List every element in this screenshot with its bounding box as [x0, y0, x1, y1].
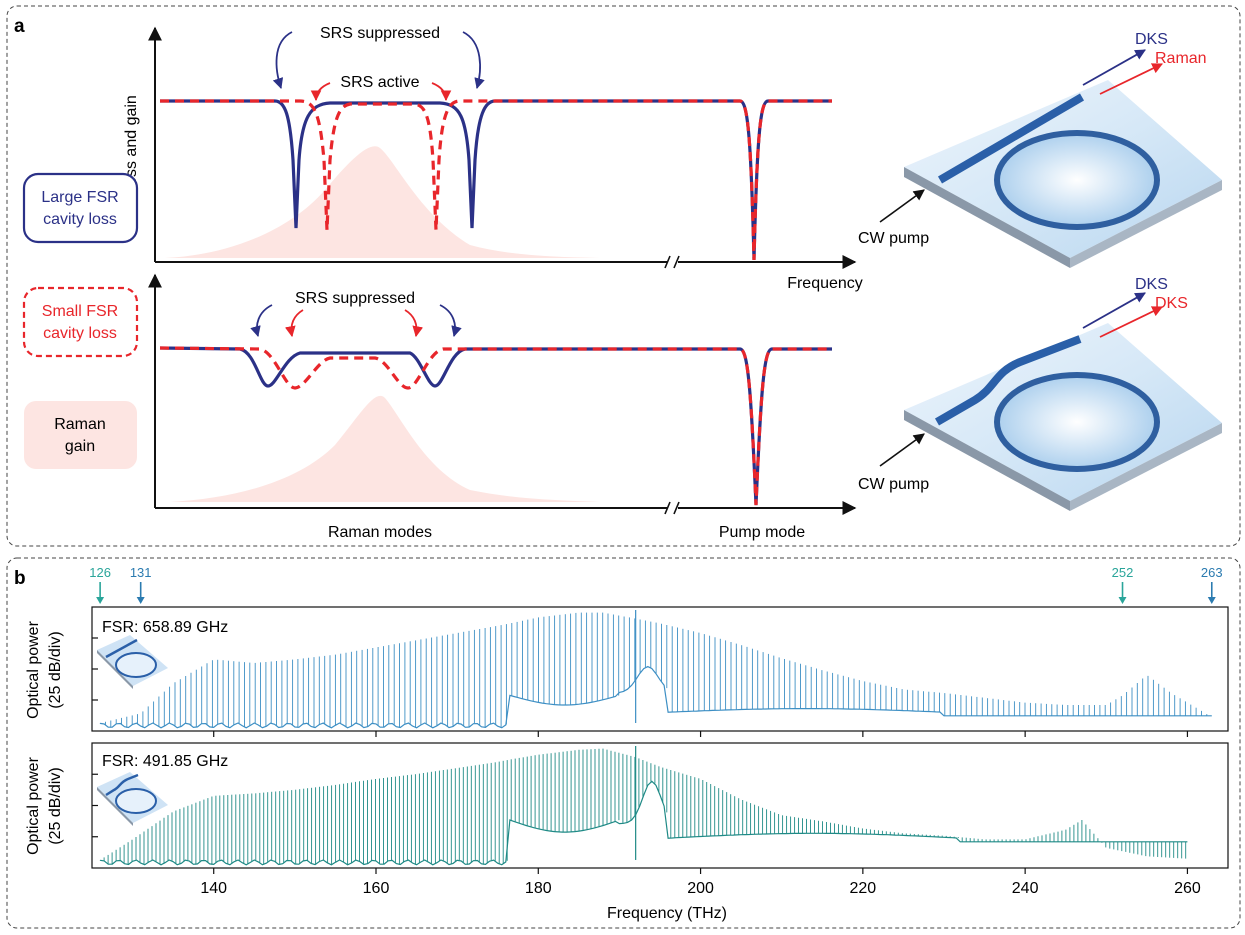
tick-label-140: 140 [200, 880, 227, 897]
top-output-dks-label: DKS [1135, 31, 1168, 48]
top-arrow-active-right [431, 82, 452, 102]
svg-text:(25 dB/div): (25 dB/div) [47, 767, 64, 844]
top-output-raman-label: Raman [1155, 50, 1207, 67]
raman-gain-top [165, 146, 600, 258]
bottom-small-fsr-curve [159, 346, 832, 506]
top-straight-waveguide [937, 93, 1085, 184]
raman-gain-bottom [170, 395, 600, 502]
bottom-ring-resonator [994, 372, 1160, 472]
bottom-axis-break [664, 501, 680, 515]
top-arrow-suppressed-right [462, 31, 485, 90]
spectrum-x-ticks: 140 160 180 200 220 240 260 [92, 637, 1201, 897]
top-ring-resonator [994, 130, 1160, 230]
spectrum-bottom-ylabel: Optical power (25 dB/div) [25, 756, 64, 854]
legend-small-fsr-line2: cavity loss [43, 325, 117, 342]
bottom-arrow-inner-left [284, 309, 304, 338]
bottom-arrow-inner-right [404, 309, 424, 338]
top-x-label: Frequency [787, 275, 863, 292]
legend-raman-box [24, 401, 137, 469]
legend-raman-line2: gain [65, 438, 95, 455]
spectrum-x-axis-label: Frequency (THz) [607, 905, 727, 922]
svg-text:(25 dB/div): (25 dB/div) [47, 631, 64, 708]
bottom-inset-device [97, 772, 168, 826]
bottom-output-dks-blue-label: DKS [1135, 276, 1168, 293]
spectrum-top-frame [91, 606, 1229, 732]
top-fsr-label: FSR: 658.89 GHz [102, 619, 228, 636]
tick-label-260: 260 [1174, 880, 1201, 897]
top-arrow-suppressed-left [272, 31, 293, 90]
tick-label-160: 160 [363, 880, 390, 897]
spectrum-top-series [99, 610, 1212, 729]
marker-head-126 [96, 597, 105, 604]
bottom-x-right-label: Pump mode [719, 524, 805, 541]
marker-label-131: 131 [130, 565, 152, 580]
legend-large-fsr-line1: Large FSR [41, 189, 118, 206]
tick-label-240: 240 [1012, 880, 1039, 897]
legend-large-fsr-line2: cavity loss [43, 211, 117, 228]
bottom-fsr-label: FSR: 491.85 GHz [102, 753, 228, 770]
spectrum-bottom-frame [91, 742, 1229, 869]
bottom-srs-suppressed: SRS suppressed [295, 290, 415, 307]
top-small-fsr-curve [160, 99, 832, 261]
marker-head-263 [1207, 597, 1216, 604]
spec-bot-floor [100, 780, 1188, 866]
top-srs-active: SRS active [340, 74, 419, 91]
legend-small-fsr-box [22, 286, 139, 358]
panel-b-label: b [14, 568, 26, 589]
panel-a-label: a [14, 16, 25, 37]
svg-text:Optical power: Optical power [25, 620, 42, 718]
bottom-arrow-outer-left [250, 304, 273, 338]
spec-top-floor [100, 665, 1212, 729]
bottom-large-fsr-curve [159, 346, 832, 506]
panel-b-frame [6, 557, 1241, 929]
bottom-arrow-outer-right [439, 304, 462, 338]
marker-label-126: 126 [89, 565, 111, 580]
y-axis-label: Loss and gain [123, 95, 140, 195]
top-srs-suppressed: SRS suppressed [320, 25, 440, 42]
marker-head-252 [1118, 597, 1127, 604]
bottom-output-dks-red-label: DKS [1155, 295, 1188, 312]
legend-raman-line1: Raman [54, 416, 106, 433]
legend-small-fsr-line1: Small FSR [42, 303, 118, 320]
top-arrow-active-left [310, 82, 331, 102]
bottom-curved-waveguide [934, 335, 1082, 426]
top-axis-break [664, 255, 680, 269]
marker-label-252: 252 [1112, 565, 1134, 580]
marker-label-263: 263 [1201, 565, 1223, 580]
top-inset-device [97, 635, 168, 689]
mode-markers: 126 131 252 263 [89, 565, 1223, 604]
bottom-device-illustration: CW pump DKS DKS [858, 276, 1222, 511]
bottom-cw-pump-label: CW pump [858, 476, 929, 493]
tick-label-220: 220 [850, 880, 877, 897]
legend-large-fsr-box [22, 172, 139, 244]
marker-head-131 [136, 597, 145, 604]
tick-label-180: 180 [525, 880, 552, 897]
tick-label-200: 200 [687, 880, 714, 897]
bottom-x-left-label: Raman modes [328, 524, 432, 541]
spectrum-top-ylabel: Optical power (25 dB/div) [25, 620, 64, 718]
spectrum-bottom-series [99, 746, 1188, 866]
top-cw-pump-label: CW pump [858, 230, 929, 247]
svg-text:Optical power: Optical power [25, 756, 42, 854]
top-device-illustration: CW pump DKS Raman [858, 31, 1222, 268]
